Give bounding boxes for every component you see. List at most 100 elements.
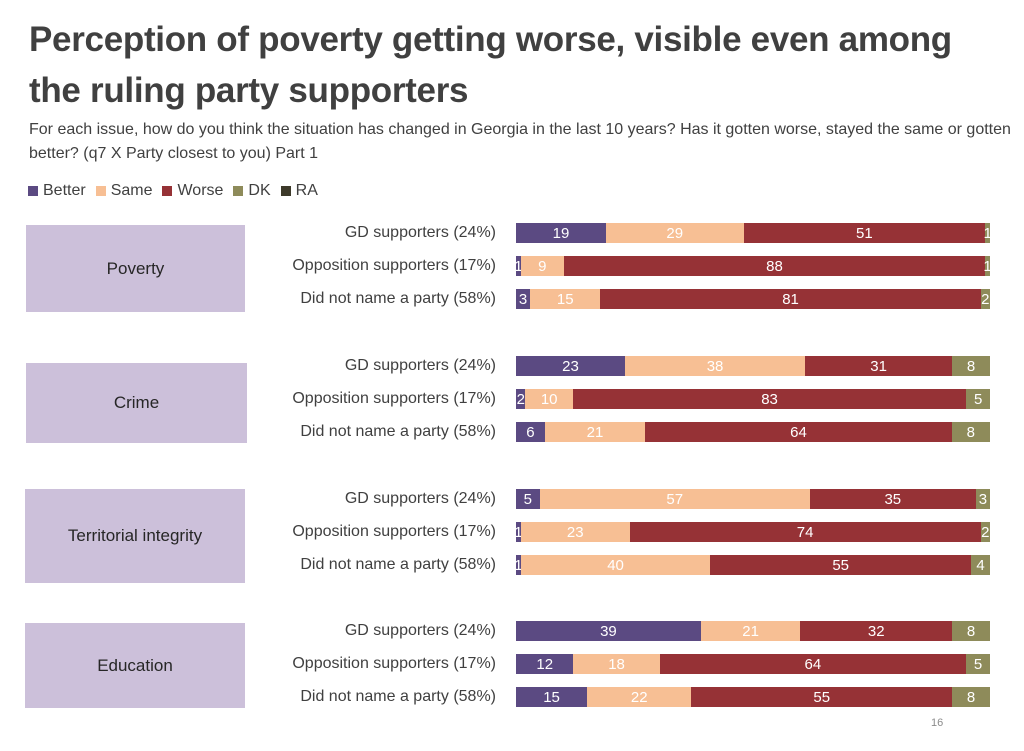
group-label-education: Education	[25, 623, 245, 708]
data-label: 8	[966, 688, 976, 706]
row-label: GD supporters (24%)	[344, 490, 496, 507]
data-label: 1	[983, 257, 992, 275]
stacked-bar: 1 9 88 1	[514, 256, 992, 276]
data-label: 3	[518, 290, 528, 308]
data-label: 21	[586, 423, 604, 441]
bar-segment-worse: 83	[572, 389, 967, 409]
legend-label: Worse	[177, 182, 224, 199]
row-label: GD supporters (24%)	[344, 357, 496, 374]
legend-swatch	[95, 186, 106, 196]
data-label: 2	[981, 290, 990, 308]
bar-segment-worse: 88	[563, 256, 986, 276]
bar-segment-dk: 3	[975, 489, 990, 509]
bar-segment-same: 22	[587, 687, 692, 707]
stacked-bar: 1 23 74 2	[514, 522, 990, 542]
bar-segment-same: 21	[544, 422, 646, 442]
data-label: 1	[514, 523, 523, 541]
data-label: 57	[666, 490, 684, 508]
legend-item-same: Same	[95, 182, 153, 200]
bar-segment-same: 40	[520, 555, 711, 575]
data-label: 55	[832, 556, 850, 574]
data-label: 38	[706, 357, 724, 375]
bar-segment-worse: 51	[743, 223, 986, 243]
chart-title: Perception of poverty getting worse, vis…	[29, 20, 952, 110]
legend-swatch	[28, 186, 38, 196]
bar-segment-better: 39	[516, 621, 701, 641]
data-label: 5	[973, 655, 983, 673]
bar-segment-dk: 5	[966, 389, 990, 409]
bar-segment-dk: 2	[980, 522, 990, 542]
bar-segment-better: 15	[516, 687, 588, 707]
data-label: 64	[804, 655, 822, 673]
bar-segment-better: 6	[516, 422, 545, 442]
data-label: 74	[796, 523, 814, 541]
data-label: 10	[540, 390, 558, 408]
stacked-bar: 1 40 55 4	[514, 555, 990, 575]
bar-segment-worse: 64	[659, 654, 967, 674]
data-label: 31	[870, 357, 887, 375]
bar-segment-same: 15	[530, 289, 601, 309]
bar-segment-worse: 55	[691, 687, 953, 707]
legend-label: Better	[43, 182, 86, 199]
group-label-poverty: Poverty	[26, 225, 245, 312]
bar-segment-better: 5	[516, 489, 540, 509]
bar-segment-worse: 64	[645, 422, 952, 442]
row-label: Opposition supporters (17%)	[292, 257, 496, 274]
bar-segment-dk: 8	[951, 422, 990, 442]
stacked-bar: 5 57 35 3	[516, 489, 990, 509]
legend-item-dk: DK	[233, 182, 271, 200]
row-label: Did not name a party (58%)	[300, 423, 496, 440]
data-label: 2	[981, 523, 990, 541]
data-label: 5	[523, 490, 533, 508]
bar-segment-worse: 31	[805, 356, 953, 376]
row-label: Did not name a party (58%)	[300, 688, 496, 705]
data-label: 22	[630, 688, 648, 706]
data-label: 39	[600, 622, 617, 640]
data-label: 21	[742, 622, 759, 640]
page-number: 16	[931, 717, 944, 729]
bar-segment-same: 38	[625, 356, 806, 376]
data-label: 1	[514, 556, 523, 574]
bar-segment-worse: 35	[809, 489, 976, 509]
data-label: 23	[562, 357, 579, 375]
bar-segment-dk: 1	[983, 223, 992, 243]
data-label: 8	[966, 423, 975, 441]
bar-segment-better: 1	[514, 522, 523, 542]
row-label: Opposition supporters (17%)	[292, 655, 496, 672]
bar-segment-same: 9	[520, 256, 564, 276]
row-label: Opposition supporters (17%)	[292, 523, 496, 540]
row-label: Did not name a party (58%)	[300, 556, 496, 573]
stacked-bar: 39 21 32 8	[516, 621, 990, 641]
bar-segment-dk: 8	[952, 621, 990, 641]
bar-segment-better: 19	[516, 223, 607, 243]
legend-swatch	[280, 186, 291, 196]
data-label: 9	[538, 257, 547, 275]
data-label: 6	[526, 423, 535, 441]
data-label: 88	[766, 257, 783, 275]
data-label: 8	[966, 357, 976, 375]
row-label: Opposition supporters (17%)	[292, 390, 496, 407]
legend-label: DK	[248, 182, 271, 199]
bar-segment-same: 29	[606, 223, 744, 243]
bar-segment-same: 10	[525, 389, 573, 409]
bar-segment-better: 1	[514, 555, 523, 575]
bar-segment-same: 21	[700, 621, 801, 641]
stacked-bar: 19 29 51 1	[516, 223, 992, 243]
data-label: 51	[856, 224, 873, 242]
data-label: 64	[790, 423, 807, 441]
data-label: 18	[608, 655, 625, 673]
stacked-bar: 12 18 64 5	[516, 654, 990, 674]
data-label: 12	[536, 655, 554, 673]
group-label-territorial-integrity: Territorial integrity	[25, 489, 245, 583]
data-label: 55	[813, 688, 831, 706]
data-label: 32	[867, 622, 885, 640]
data-label: 8	[966, 622, 976, 640]
data-label: 40	[607, 556, 624, 574]
data-label: 2	[516, 390, 525, 408]
stacked-bar: 23 38 31 8	[516, 356, 990, 376]
legend-label: Same	[110, 182, 153, 199]
legend-label: RA	[295, 182, 318, 199]
bar-segment-same: 57	[539, 489, 810, 509]
stacked-bar: 3 15 81 2	[516, 289, 990, 309]
data-label: 3	[978, 490, 988, 508]
